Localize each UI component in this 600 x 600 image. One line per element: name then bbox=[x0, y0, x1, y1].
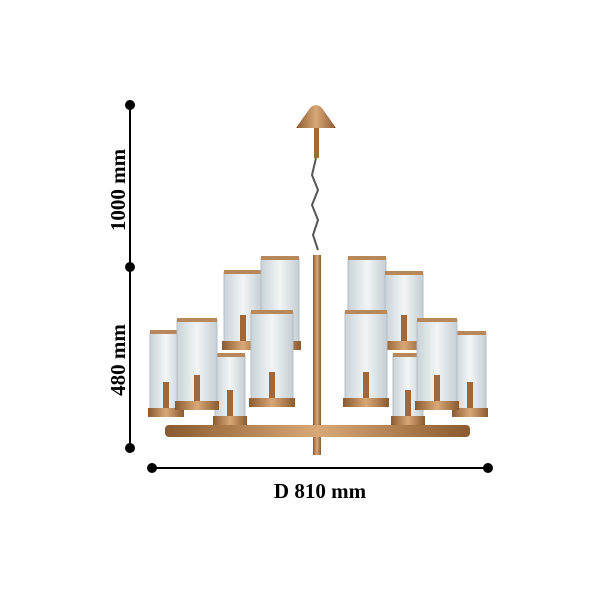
brass-cup bbox=[383, 341, 425, 350]
ceiling-canopy bbox=[296, 105, 336, 128]
shade-rim bbox=[224, 270, 262, 274]
shade-rim bbox=[150, 330, 182, 334]
center-rod bbox=[313, 255, 321, 455]
shade-rim bbox=[348, 256, 386, 260]
shade-rim bbox=[345, 310, 387, 314]
candle-socket bbox=[194, 375, 200, 401]
chain bbox=[310, 157, 320, 251]
brass-cup bbox=[452, 408, 488, 417]
brass-cup bbox=[343, 398, 389, 407]
candle-socket bbox=[363, 372, 369, 398]
diameter-label: D 810 mm bbox=[274, 479, 367, 503]
dimension-dot-right bbox=[483, 463, 493, 473]
shade-rim bbox=[251, 310, 293, 314]
glass-shade bbox=[250, 311, 294, 403]
shade-rim bbox=[385, 271, 423, 275]
shade-rim bbox=[261, 256, 299, 260]
dimension-dot-left bbox=[147, 463, 157, 473]
height-total-label: 1000 mm bbox=[106, 148, 130, 231]
dimension-dot-middle bbox=[125, 262, 135, 272]
brass-cup bbox=[249, 398, 295, 407]
candle-socket bbox=[163, 382, 169, 408]
shade-rim bbox=[215, 353, 245, 357]
brass-cup bbox=[415, 401, 459, 410]
brass-cup bbox=[148, 408, 184, 417]
candle-socket bbox=[401, 315, 407, 341]
chandelier-image bbox=[148, 105, 488, 455]
candle-socket bbox=[240, 315, 246, 341]
shade-rim bbox=[417, 318, 457, 322]
canopy-stem bbox=[314, 128, 319, 158]
candle-socket bbox=[467, 382, 473, 408]
brass-cup bbox=[391, 416, 425, 425]
candle-socket bbox=[227, 390, 233, 416]
dimension-dot-top bbox=[125, 100, 135, 110]
shade-rim bbox=[177, 318, 217, 322]
brass-cup bbox=[175, 401, 219, 410]
brass-cup bbox=[213, 416, 247, 425]
arm-ring bbox=[165, 425, 470, 437]
brass-cup bbox=[222, 341, 264, 350]
height-body-label: 480 mm bbox=[106, 324, 130, 396]
dimension-dot-bottom bbox=[125, 443, 135, 453]
shade-rim bbox=[454, 331, 486, 335]
candle-socket bbox=[269, 372, 275, 398]
candle-socket bbox=[405, 390, 411, 416]
shade-rim bbox=[393, 353, 423, 357]
candle-socket bbox=[434, 375, 440, 401]
